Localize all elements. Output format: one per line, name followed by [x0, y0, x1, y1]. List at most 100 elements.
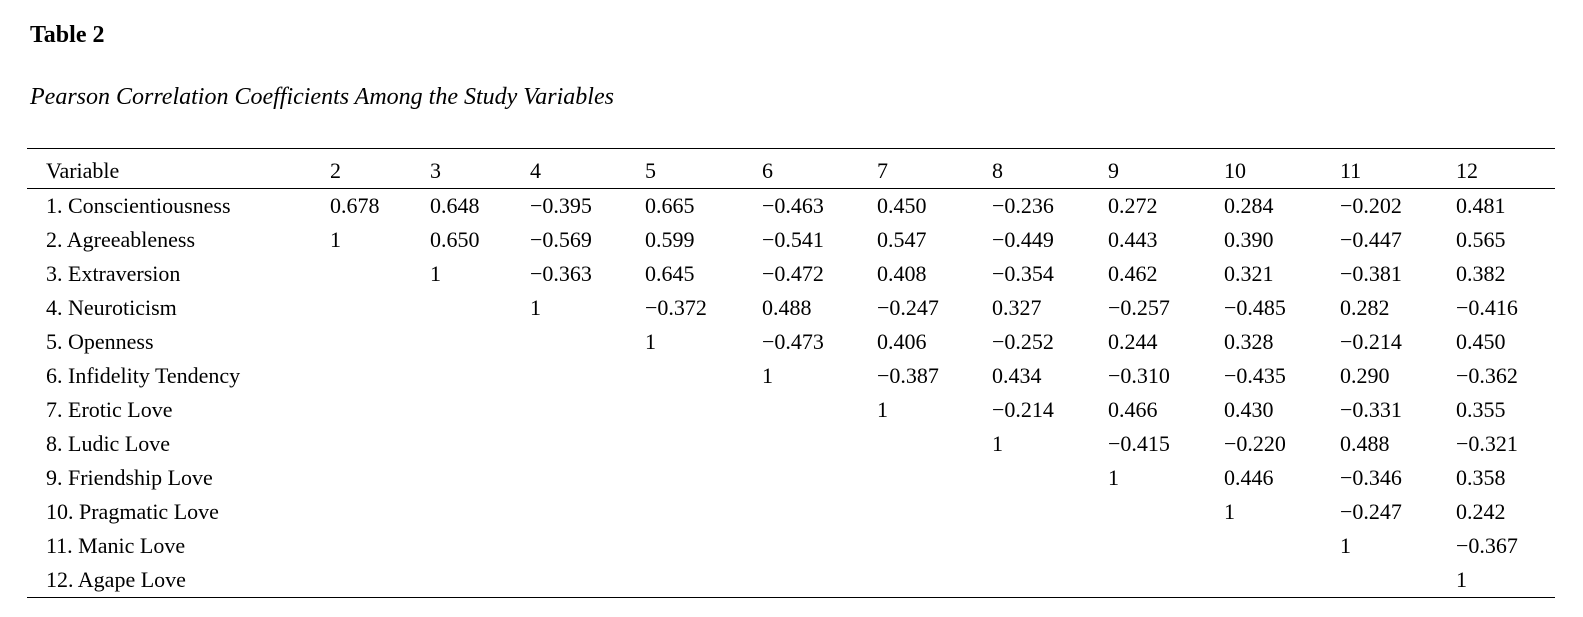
coefficient-cell: 0.450 [877, 193, 927, 218]
column-header: 2 [330, 157, 341, 183]
empty-cell [320, 427, 420, 461]
coefficient-cell: 0.450 [1456, 329, 1506, 354]
empty-cell [520, 427, 635, 461]
empty-cell [520, 325, 635, 359]
coefficient-cell: −0.416 [1456, 295, 1518, 320]
coefficient-cell: −0.569 [530, 227, 592, 252]
coefficient-cell: −0.252 [992, 329, 1054, 354]
empty-cell [752, 393, 867, 427]
coefficient-cell: 0.443 [1108, 227, 1158, 252]
coefficient-cell: 0.446 [1224, 465, 1274, 490]
variable-name: 9. Friendship Love [46, 465, 213, 490]
coefficient-cell: 1 [762, 363, 773, 388]
empty-cell [982, 563, 1098, 598]
coefficient-cell: 1 [1108, 465, 1119, 490]
empty-cell [867, 563, 982, 598]
empty-cell [520, 393, 635, 427]
table-row: 2. Agreeableness 1 0.650 −0.569 0.599 −0.541 0… [27, 223, 1555, 257]
empty-cell [1214, 529, 1330, 563]
empty-cell [1098, 529, 1214, 563]
coefficient-cell: 1 [330, 227, 341, 252]
empty-cell [420, 359, 520, 393]
empty-cell [420, 325, 520, 359]
coefficient-cell: 0.358 [1456, 465, 1506, 490]
empty-cell [635, 359, 752, 393]
coefficient-cell: 0.678 [330, 193, 380, 218]
empty-cell [520, 359, 635, 393]
coefficient-cell: −0.362 [1456, 363, 1518, 388]
coefficient-cell: −0.415 [1108, 431, 1170, 456]
table-title: Table 2 [30, 22, 105, 48]
empty-cell [420, 461, 520, 495]
correlation-table: Variable 2 3 4 5 6 7 8 9 10 11 12 1. Conscientiousn… [27, 148, 1555, 598]
coefficient-cell: −0.447 [1340, 227, 1402, 252]
empty-cell [867, 427, 982, 461]
column-header: 8 [992, 157, 1003, 183]
empty-cell [635, 495, 752, 529]
table-subtitle: Pearson Correlation Coefficients Among t… [30, 84, 614, 110]
coefficient-cell: 0.382 [1456, 261, 1506, 286]
empty-cell [635, 529, 752, 563]
coefficient-cell: 0.321 [1224, 261, 1274, 286]
table-row: 5. Openness 1 −0.473 0.406 −0.252 0.244 0.328 −… [27, 325, 1555, 359]
table-row: 12. Agape Love 1 [27, 563, 1555, 598]
empty-cell [320, 291, 420, 325]
coefficient-cell: 0.244 [1108, 329, 1158, 354]
empty-cell [320, 257, 420, 291]
empty-cell [520, 495, 635, 529]
coefficient-cell: 0.430 [1224, 397, 1274, 422]
table-row: 7. Erotic Love 1 −0.214 0.466 0.430 −0.331 0.3… [27, 393, 1555, 427]
empty-cell [420, 529, 520, 563]
coefficient-cell: −0.472 [762, 261, 824, 286]
coefficient-cell: 1 [992, 431, 1003, 456]
coefficient-cell: −0.485 [1224, 295, 1286, 320]
table-row: 4. Neuroticism 1 −0.372 0.488 −0.247 0.327 −0.… [27, 291, 1555, 325]
coefficient-cell: −0.257 [1108, 295, 1170, 320]
coefficient-cell: −0.310 [1108, 363, 1170, 388]
empty-cell [635, 427, 752, 461]
coefficient-cell: −0.346 [1340, 465, 1402, 490]
coefficient-cell: −0.220 [1224, 431, 1286, 456]
empty-cell [1214, 563, 1330, 598]
coefficient-cell: −0.541 [762, 227, 824, 252]
header-row: Variable 2 3 4 5 6 7 8 9 10 11 12 [27, 148, 1555, 189]
coefficient-cell: 0.665 [645, 193, 695, 218]
coefficient-cell: −0.363 [530, 261, 592, 286]
coefficient-cell: −0.321 [1456, 431, 1518, 456]
coefficient-cell: 1 [645, 329, 656, 354]
empty-cell [520, 461, 635, 495]
empty-cell [982, 495, 1098, 529]
empty-cell [320, 461, 420, 495]
empty-cell [320, 529, 420, 563]
empty-cell [420, 495, 520, 529]
empty-cell [520, 563, 635, 598]
variable-name: 7. Erotic Love [46, 397, 173, 422]
coefficient-cell: 0.648 [430, 193, 480, 218]
coefficient-cell: −0.247 [877, 295, 939, 320]
table-row: 8. Ludic Love 1 −0.415 −0.220 0.488 −0.321 [27, 427, 1555, 461]
coefficient-cell: 0.434 [992, 363, 1042, 388]
coefficient-cell: −0.473 [762, 329, 824, 354]
coefficient-cell: −0.236 [992, 193, 1054, 218]
column-header: Variable [46, 157, 120, 183]
column-header: 7 [877, 157, 888, 183]
coefficient-cell: 0.355 [1456, 397, 1506, 422]
coefficient-cell: 0.547 [877, 227, 927, 252]
coefficient-cell: 0.466 [1108, 397, 1158, 422]
table-head: Variable 2 3 4 5 6 7 8 9 10 11 12 [27, 148, 1555, 189]
empty-cell [1098, 563, 1214, 598]
coefficient-cell: −0.331 [1340, 397, 1402, 422]
variable-name: 11. Manic Love [46, 533, 186, 558]
coefficient-cell: 0.599 [645, 227, 695, 252]
coefficient-cell: −0.387 [877, 363, 939, 388]
empty-cell [752, 461, 867, 495]
column-header: 4 [530, 157, 541, 183]
coefficient-cell: 0.328 [1224, 329, 1274, 354]
variable-name: 4. Neuroticism [46, 295, 177, 320]
coefficient-cell: −0.247 [1340, 499, 1402, 524]
empty-cell [635, 563, 752, 598]
column-header: 11 [1340, 157, 1362, 183]
column-header: 3 [430, 157, 441, 183]
coefficient-cell: −0.463 [762, 193, 824, 218]
